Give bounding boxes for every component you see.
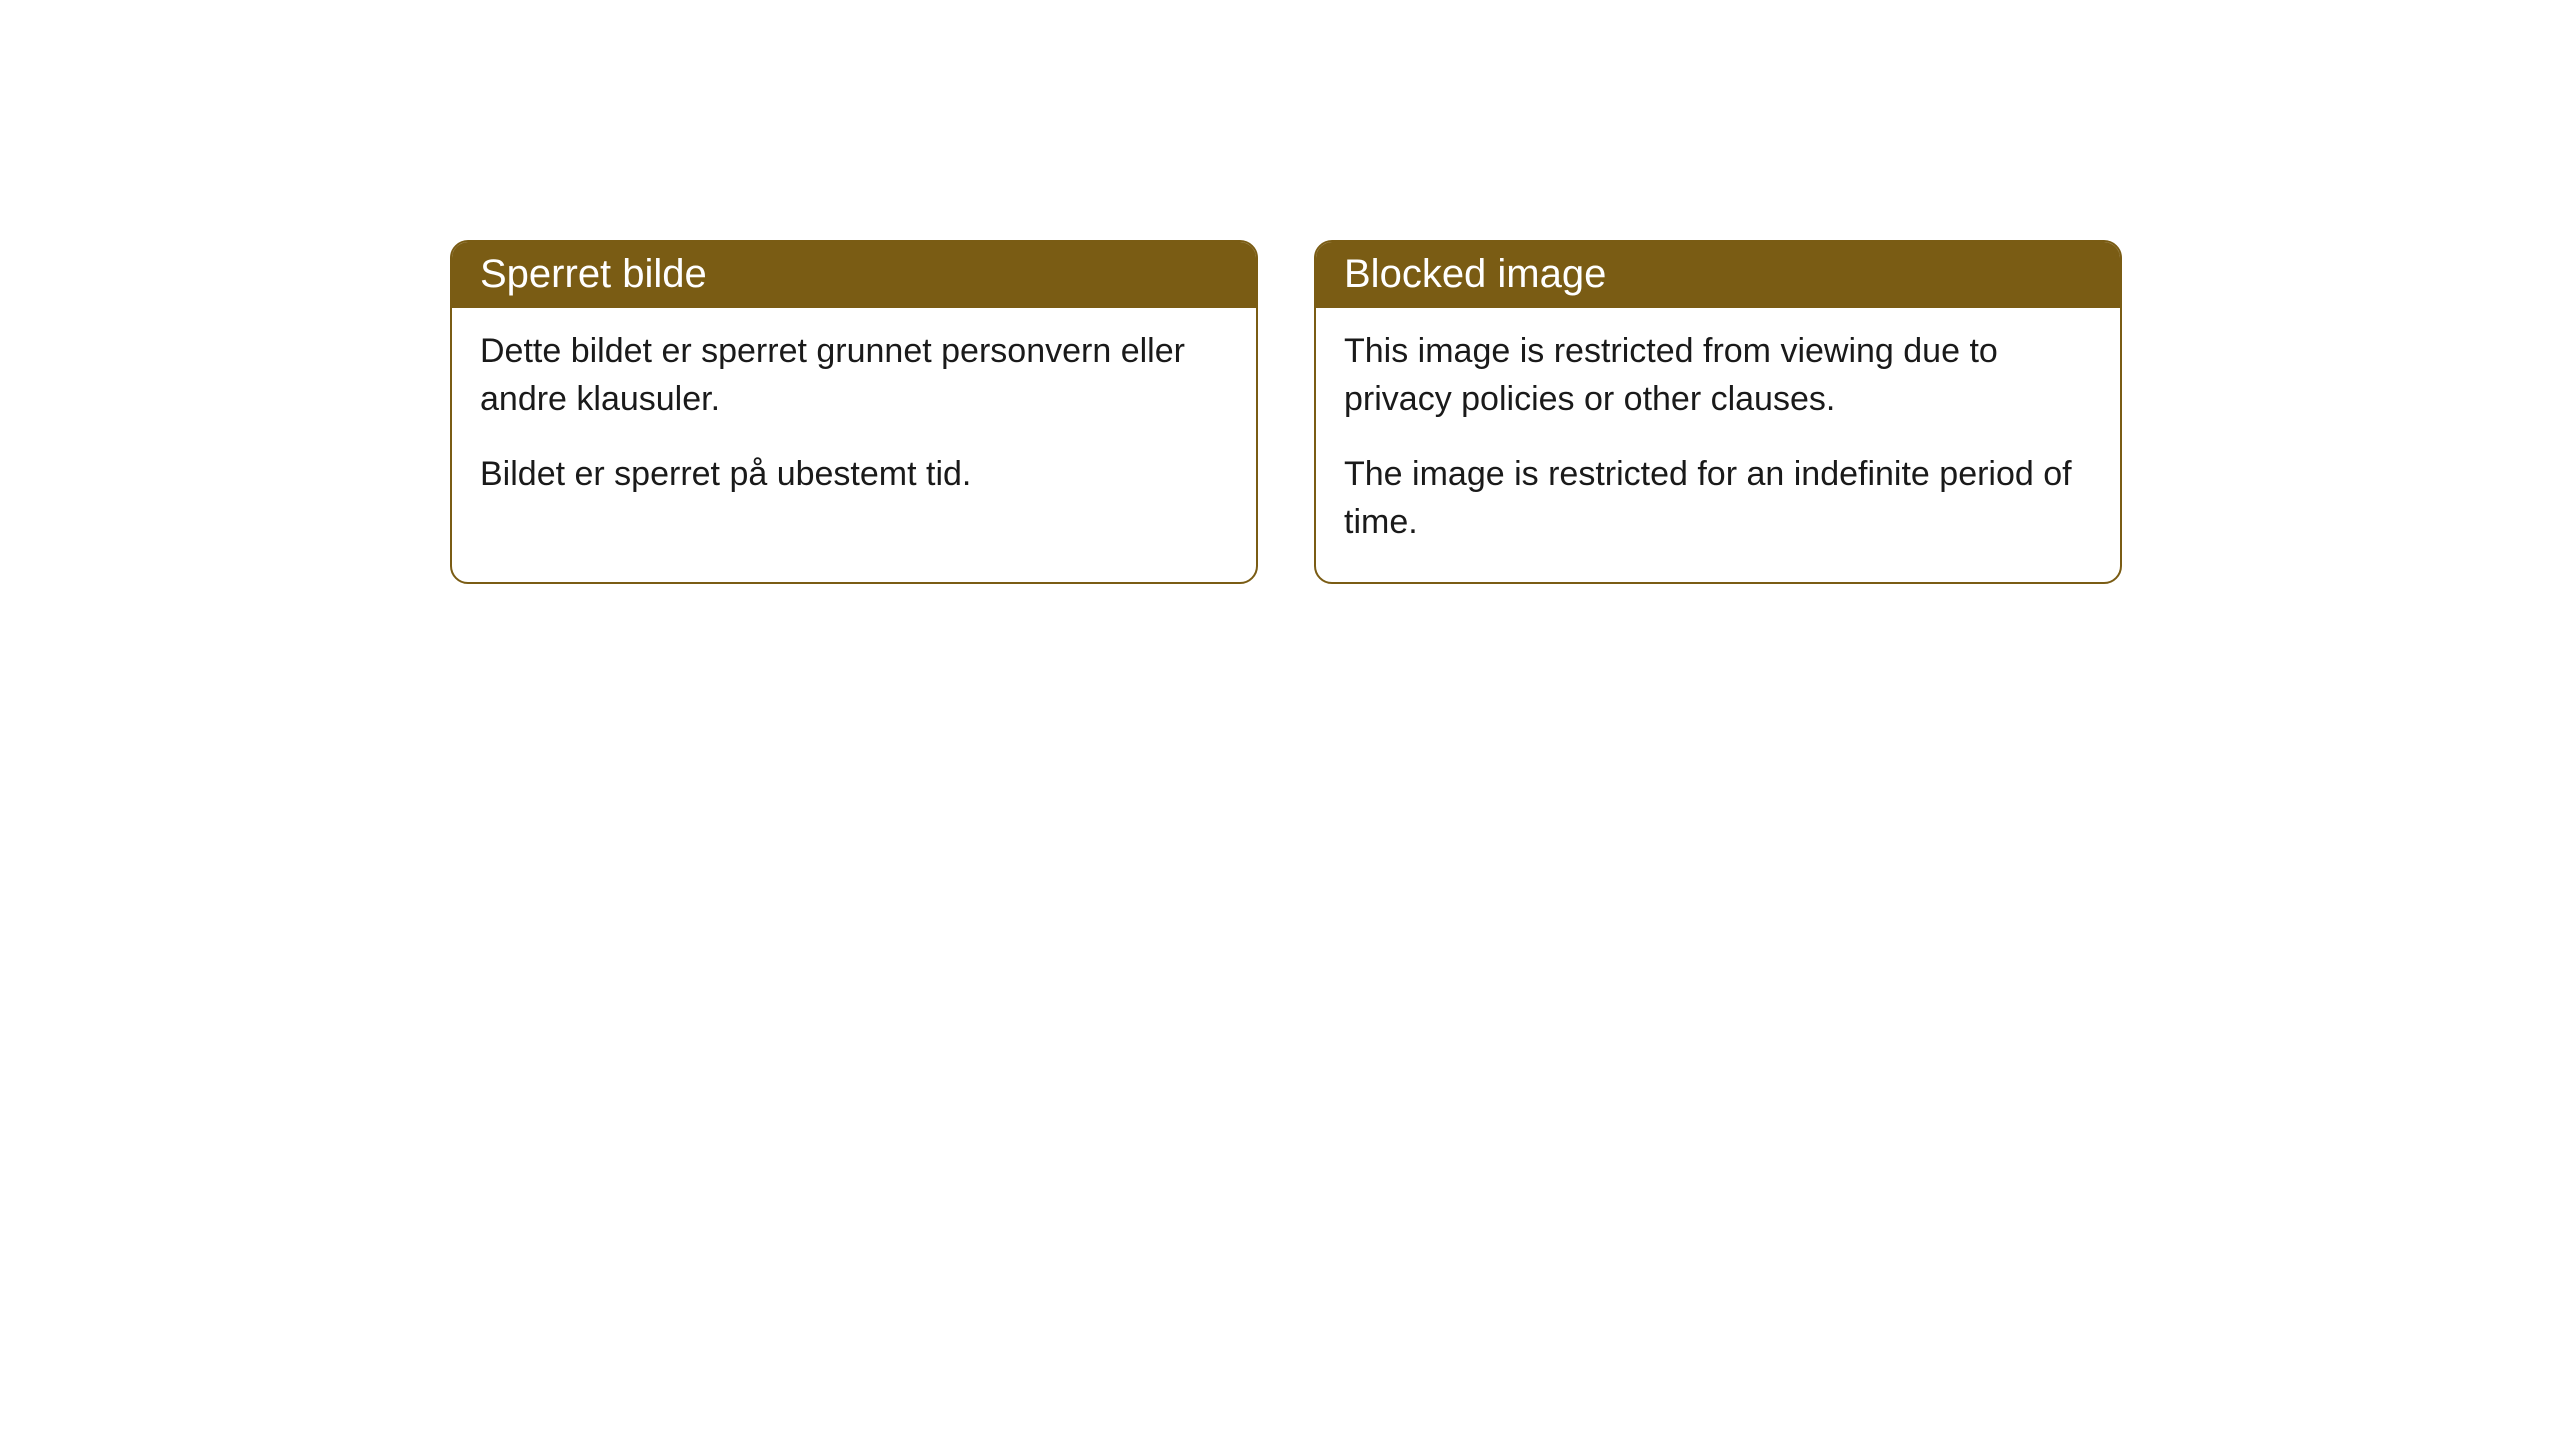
card-paragraph-english-2: The image is restricted for an indefinit… (1344, 451, 2092, 546)
card-paragraph-norwegian-1: Dette bildet er sperret grunnet personve… (480, 328, 1228, 423)
blocked-image-card-norwegian: Sperret bilde Dette bildet er sperret gr… (450, 240, 1258, 584)
card-body-norwegian: Dette bildet er sperret grunnet personve… (452, 308, 1256, 535)
card-paragraph-english-1: This image is restricted from viewing du… (1344, 328, 2092, 423)
card-header-english: Blocked image (1316, 242, 2120, 308)
notice-container: Sperret bilde Dette bildet er sperret gr… (450, 240, 2122, 584)
blocked-image-card-english: Blocked image This image is restricted f… (1314, 240, 2122, 584)
card-header-norwegian: Sperret bilde (452, 242, 1256, 308)
card-paragraph-norwegian-2: Bildet er sperret på ubestemt tid. (480, 451, 1228, 499)
card-body-english: This image is restricted from viewing du… (1316, 308, 2120, 582)
